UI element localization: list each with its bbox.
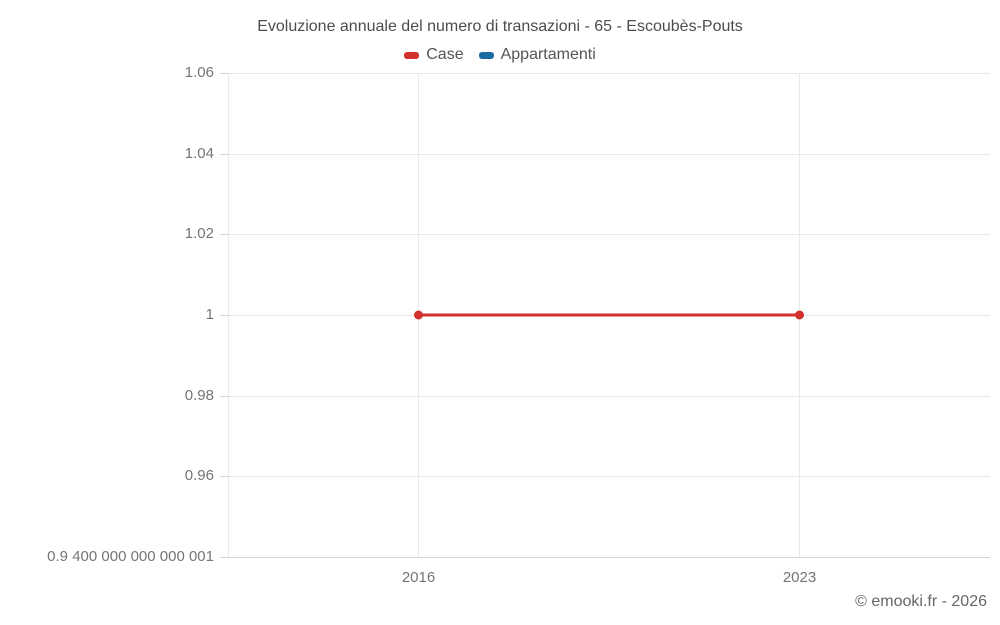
data-point-case[interactable] bbox=[795, 310, 804, 320]
data-point-case[interactable] bbox=[414, 310, 423, 320]
legend-item-case[interactable]: Case bbox=[404, 46, 464, 64]
legend-swatch-icon bbox=[404, 51, 420, 59]
legend-item-appartamenti[interactable]: Appartamenti bbox=[478, 46, 596, 64]
y-axis-label: 0.98 bbox=[184, 387, 214, 404]
y-axis-label: 0.96 bbox=[184, 467, 214, 484]
chart-title: Evoluzione annuale del numero di transaz… bbox=[257, 18, 743, 35]
legend-label: Appartamenti bbox=[500, 46, 596, 63]
copyright-footer: © emooki.fr - 2026 bbox=[855, 593, 987, 610]
y-axis-label: 0.9 400 000 000 000 001 bbox=[47, 548, 214, 565]
y-axis: 1.06 1.04 1.02 1 0.98 0.96 0.9 400 000 000 000… bbox=[0, 0, 214, 625]
legend-swatch-icon bbox=[478, 51, 494, 59]
chart-legend: Case Appartamenti bbox=[0, 45, 1000, 65]
x-axis-label: 2016 bbox=[401, 569, 436, 586]
y-axis-label: 1.02 bbox=[184, 225, 214, 242]
legend-label: Case bbox=[426, 46, 464, 63]
y-axis-label: 1.06 bbox=[184, 64, 214, 81]
y-axis-label: 1.04 bbox=[184, 145, 214, 162]
x-axis-label: 2023 bbox=[782, 569, 817, 586]
y-axis-label: 1 bbox=[205, 306, 214, 323]
